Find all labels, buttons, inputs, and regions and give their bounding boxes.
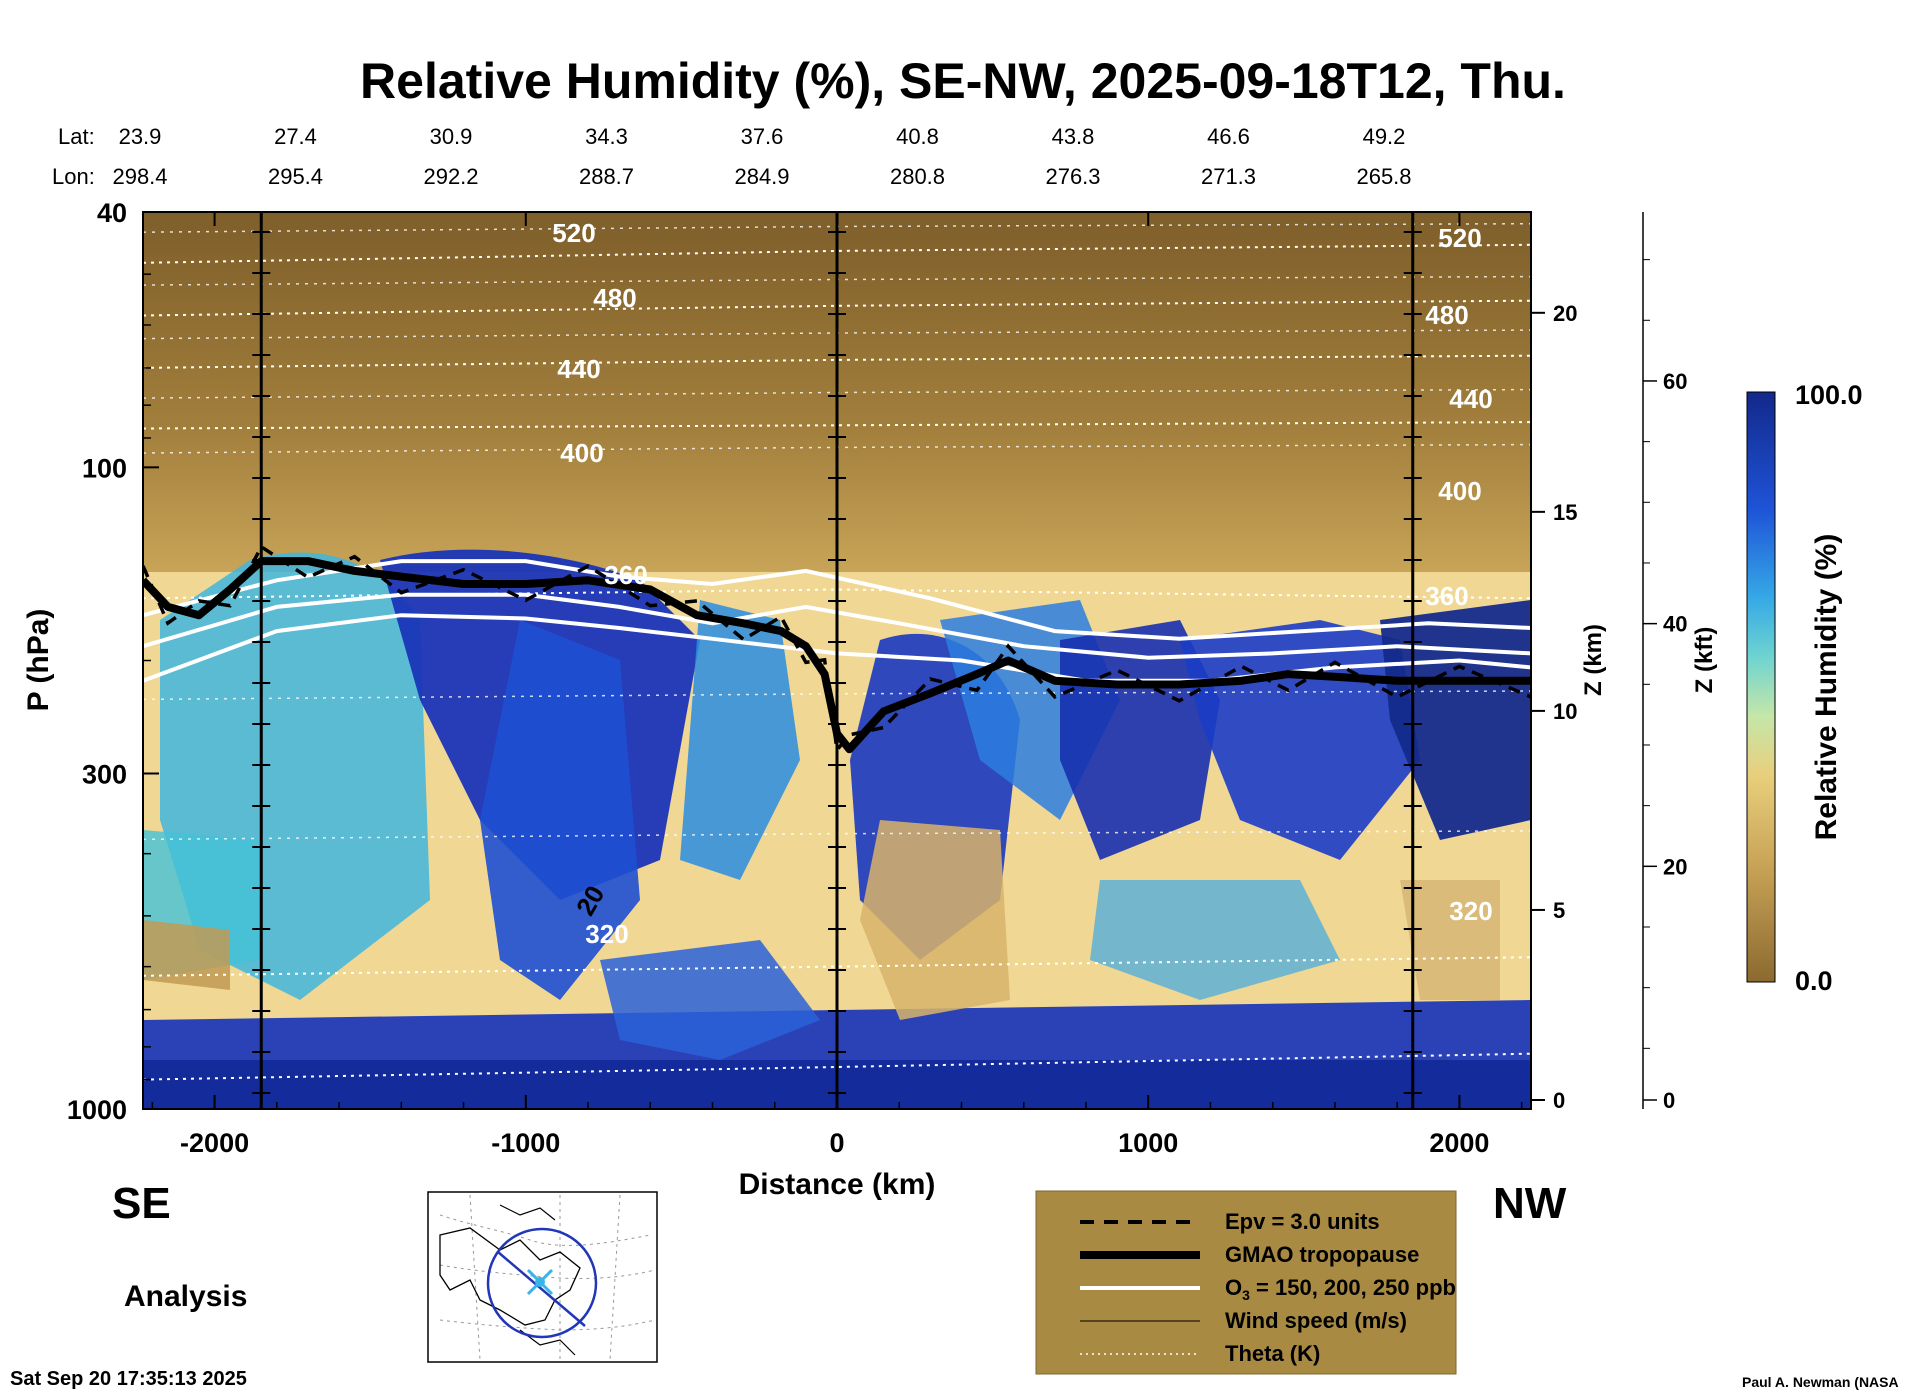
z-kft-tick-label: 0 bbox=[1663, 1088, 1675, 1113]
z-km-tick-label: 20 bbox=[1553, 301, 1577, 326]
theta-label: 480 bbox=[1425, 300, 1468, 330]
lat-label: Lat: bbox=[58, 124, 95, 149]
y-tick-label: 40 bbox=[97, 198, 127, 228]
y-axis-z-kft: 60 40 20 0 bbox=[1642, 212, 1687, 1113]
tropopause-line bbox=[143, 557, 1531, 754]
lat-value: 23.9 bbox=[119, 124, 162, 149]
theta-label: 440 bbox=[557, 354, 600, 384]
lat-value: 30.9 bbox=[430, 124, 473, 149]
theta-label: 480 bbox=[593, 283, 636, 313]
y-axis-pressure: 40 100 300 1000 bbox=[67, 198, 159, 1125]
theta-label: 520 bbox=[1438, 223, 1481, 253]
chart-title: Relative Humidity (%), SE-NW, 2025-09-18… bbox=[360, 53, 1566, 109]
z-km-tick-label: 5 bbox=[1553, 898, 1565, 923]
x-tick-label: -2000 bbox=[180, 1128, 249, 1158]
z-kft-tick-label: 40 bbox=[1663, 612, 1687, 637]
colorbar-max-label: 100.0 bbox=[1795, 380, 1863, 410]
y-tick-label: 1000 bbox=[67, 1095, 127, 1125]
x-axis-title: Distance (km) bbox=[739, 1168, 936, 1201]
lon-value: 276.3 bbox=[1045, 164, 1100, 189]
lon-value: 280.8 bbox=[890, 164, 945, 189]
o3-contour bbox=[143, 559, 1531, 641]
theta-label: 360 bbox=[1425, 581, 1468, 611]
inset-map bbox=[427, 1191, 658, 1363]
o3-contour bbox=[143, 592, 1531, 660]
lat-value: 43.8 bbox=[1052, 124, 1095, 149]
y-axis-title: P (hPa) bbox=[22, 609, 55, 712]
theta-label: 360 bbox=[604, 560, 647, 590]
epv-contour bbox=[143, 544, 1531, 755]
colorbar bbox=[1746, 391, 1776, 983]
theta-label: 320 bbox=[585, 919, 628, 949]
x-tick-label: 0 bbox=[829, 1128, 844, 1158]
z-kft-tick-label: 60 bbox=[1663, 369, 1687, 394]
theta-label: 520 bbox=[552, 218, 595, 248]
legend-wind: Wind speed (m/s) bbox=[1225, 1308, 1407, 1333]
legend-theta: Theta (K) bbox=[1225, 1341, 1320, 1366]
z-kft-tick-label: 20 bbox=[1663, 854, 1687, 879]
colorbar-title: Relative Humidity (%) bbox=[1810, 534, 1843, 841]
legend-o3: O3 = 150, 200, 250 ppb bbox=[1225, 1275, 1456, 1303]
y-tick-label: 100 bbox=[82, 453, 127, 483]
theta-label: 440 bbox=[1449, 384, 1492, 414]
lat-value: 46.6 bbox=[1207, 124, 1250, 149]
legend-tropopause: GMAO tropopause bbox=[1225, 1242, 1419, 1267]
lon-value: 288.7 bbox=[579, 164, 634, 189]
y-tick-label: 300 bbox=[82, 759, 127, 789]
epv-line bbox=[143, 544, 1531, 755]
x-tick-label: 2000 bbox=[1429, 1128, 1489, 1158]
colorbar-min-label: 0.0 bbox=[1795, 966, 1833, 996]
credit: Paul A. Newman (NASA bbox=[1742, 1374, 1899, 1390]
lon-value: 298.4 bbox=[112, 164, 167, 189]
timestamp: Sat Sep 20 17:35:13 2025 bbox=[10, 1368, 247, 1390]
section-markers bbox=[252, 212, 1422, 1109]
z-km-axis-title: Z (km) bbox=[1580, 624, 1607, 696]
lon-value: 295.4 bbox=[268, 164, 323, 189]
x-tick-label: 1000 bbox=[1118, 1128, 1178, 1158]
lat-value: 37.6 bbox=[741, 124, 784, 149]
z-km-tick-label: 15 bbox=[1553, 500, 1577, 525]
theta-label: 400 bbox=[1438, 476, 1481, 506]
lon-value: 284.9 bbox=[734, 164, 789, 189]
lat-value: 27.4 bbox=[274, 124, 317, 149]
z-km-tick-label: 10 bbox=[1553, 699, 1577, 724]
gmao-tropopause-line bbox=[143, 557, 1531, 754]
lon-value: 271.3 bbox=[1201, 164, 1256, 189]
z-kft-axis-title: Z (kft) bbox=[1691, 627, 1718, 694]
legend-epv: Epv = 3.0 units bbox=[1225, 1209, 1380, 1234]
analysis-label: Analysis bbox=[124, 1280, 247, 1313]
y-axis-z-km: 20 15 10 5 0 bbox=[1531, 301, 1577, 1113]
lat-value: 40.8 bbox=[896, 124, 939, 149]
z-km-tick-label: 0 bbox=[1553, 1088, 1565, 1113]
lat-lon-values: 23.9 298.4 27.4 295.4 30.9 292.2 34.3 288.7 37.6… bbox=[112, 124, 1411, 189]
x-tick-label: -1000 bbox=[491, 1128, 560, 1158]
lat-value: 34.3 bbox=[585, 124, 628, 149]
lon-label: Lon: bbox=[52, 164, 95, 189]
lon-value: 265.8 bbox=[1356, 164, 1411, 189]
nw-direction-label: NW bbox=[1493, 1179, 1567, 1228]
legend: Epv = 3.0 units GMAO tropopause O3 = 150… bbox=[1035, 1190, 1457, 1375]
theta-label: 400 bbox=[560, 438, 603, 468]
theta-label: 320 bbox=[1449, 896, 1492, 926]
se-direction-label: SE bbox=[112, 1179, 171, 1228]
lon-value: 292.2 bbox=[423, 164, 478, 189]
x-axis: -2000 -1000 0 1000 2000 bbox=[151, 212, 1523, 1158]
lat-value: 49.2 bbox=[1363, 124, 1406, 149]
